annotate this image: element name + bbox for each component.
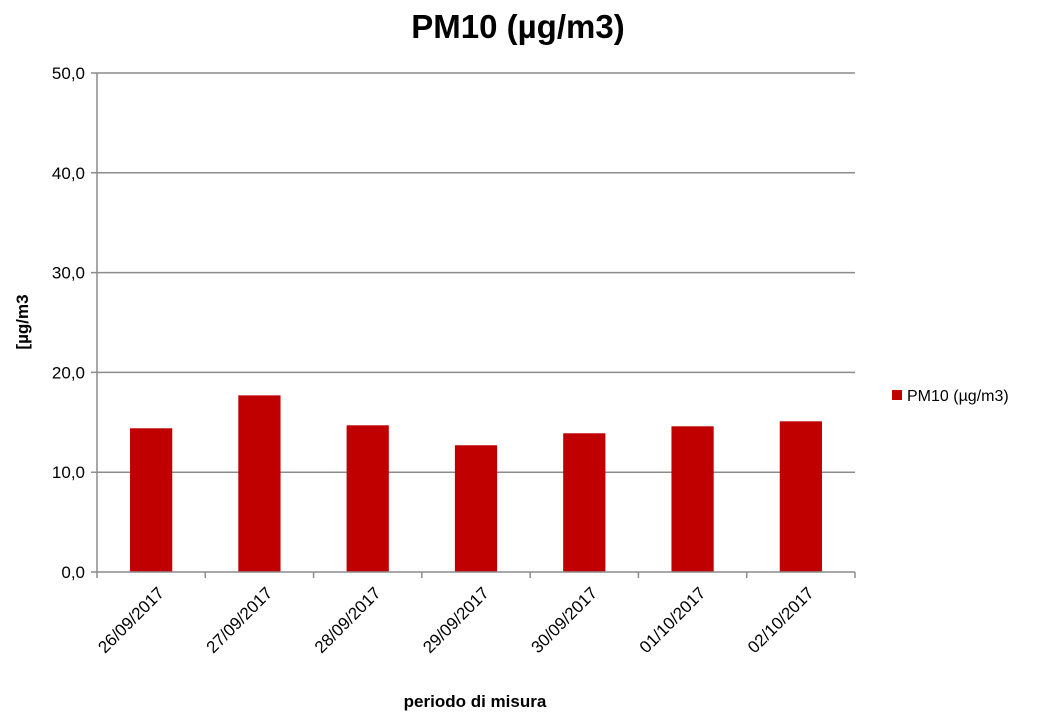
bar <box>238 395 281 572</box>
bar <box>779 421 822 572</box>
bar <box>563 433 606 572</box>
bar <box>671 426 714 572</box>
legend-label: PM10 (µg/m3) <box>907 388 1009 405</box>
x-tick-label: 28/09/2017 <box>311 583 385 657</box>
x-axis-ticks: 26/09/2017 27/09/2017 28/09/2017 29/09/2017… <box>94 583 817 657</box>
x-tick-label: 29/09/2017 <box>419 583 493 657</box>
y-axis-label: [µg/m3 <box>13 294 32 349</box>
axes <box>91 73 856 578</box>
y-axis-ticks: 0,0 10,0 20,0 30,0 40,0 50,0 <box>52 64 85 582</box>
legend-swatch <box>892 390 902 400</box>
legend: PM10 (µg/m3) <box>892 388 1009 405</box>
chart-title: PM10 (µg/m3) <box>411 8 624 45</box>
bars <box>130 395 822 572</box>
gridlines <box>91 72 855 473</box>
bar <box>454 445 498 572</box>
x-tick-label: 02/10/2017 <box>744 583 818 657</box>
x-axis-label: periodo di misura <box>404 692 547 711</box>
y-tick-label: 50,0 <box>52 64 85 83</box>
x-tick-label: 26/09/2017 <box>94 583 168 657</box>
bar <box>130 428 173 572</box>
y-tick-label: 0,0 <box>61 563 85 582</box>
x-tick-label: 30/09/2017 <box>528 583 602 657</box>
y-tick-label: 30,0 <box>52 264 85 283</box>
x-tick-label: 27/09/2017 <box>203 583 277 657</box>
y-tick-label: 40,0 <box>52 164 85 183</box>
x-tick-label: 01/10/2017 <box>636 583 710 657</box>
bar <box>346 425 389 572</box>
y-tick-label: 20,0 <box>52 363 85 382</box>
y-tick-label: 10,0 <box>52 463 85 482</box>
